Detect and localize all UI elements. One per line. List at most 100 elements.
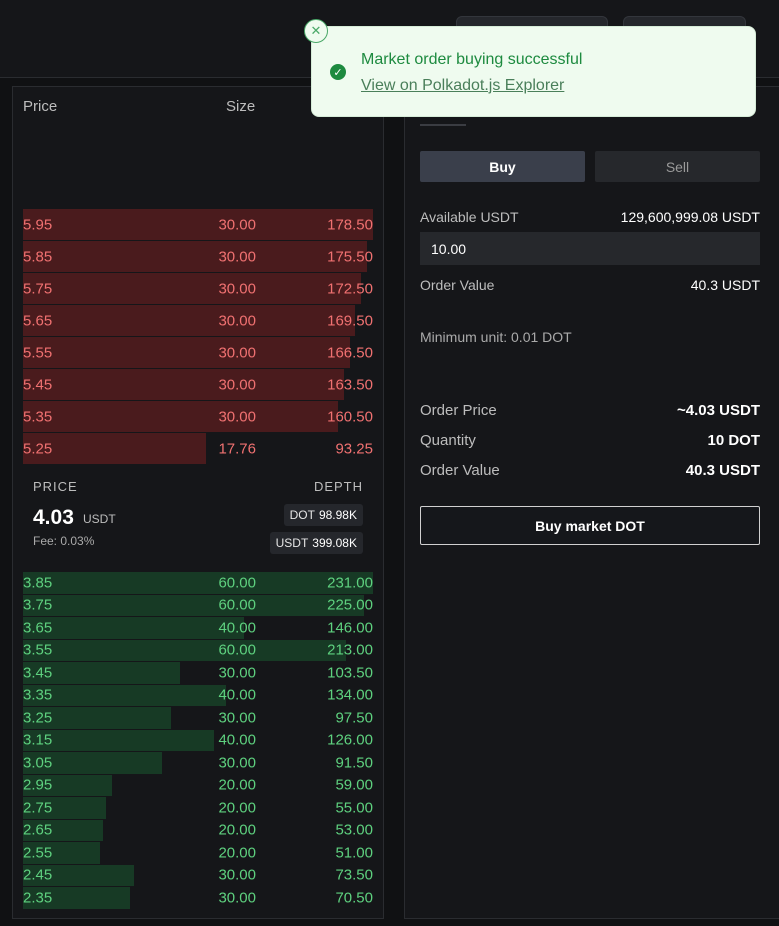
bid-price: 3.65	[23, 619, 53, 637]
bid-price: 2.65	[23, 821, 53, 839]
buy-market-button[interactable]: Buy market DOT	[420, 506, 760, 545]
bid-total: 225.00	[327, 596, 373, 614]
bid-price: 3.85	[23, 574, 53, 592]
bid-price: 2.45	[23, 866, 53, 884]
ask-row[interactable]: 5.65 30.00 169.50	[23, 305, 373, 336]
bid-total: 231.00	[327, 574, 373, 592]
bid-depth-bar	[23, 707, 171, 729]
ask-row[interactable]: 5.35 30.00 160.50	[23, 401, 373, 432]
bid-price: 2.35	[23, 889, 53, 907]
bid-total: 91.50	[335, 754, 373, 772]
bid-size: 30.00	[218, 866, 256, 884]
bid-total: 146.00	[327, 619, 373, 637]
check-circle-icon: ✓	[330, 64, 346, 80]
sell-tab-button[interactable]: Sell	[595, 151, 760, 182]
bid-size: 20.00	[218, 821, 256, 839]
bid-row[interactable]: 2.75 20.00 55.00	[23, 797, 373, 819]
bid-rows: 3.85 60.00 231.00 3.75 60.00 225.00 3.65 40.00 1…	[23, 572, 373, 910]
ask-depth-bar	[23, 433, 206, 464]
bid-row[interactable]: 3.25 30.00 97.50	[23, 707, 373, 729]
ask-price: 5.45	[23, 376, 53, 393]
ask-total: 175.50	[327, 248, 373, 265]
ask-depth-bar	[23, 337, 350, 368]
explorer-link[interactable]: View on Polkadot.js Explorer	[361, 77, 565, 94]
bid-row[interactable]: 3.55 60.00 213.00	[23, 639, 373, 661]
bid-price: 3.45	[23, 664, 53, 682]
minimum-unit-text: Minimum unit: 0.01 DOT	[420, 329, 572, 345]
bid-total: 126.00	[327, 731, 373, 749]
bid-price: 2.95	[23, 776, 53, 794]
bid-total: 51.00	[335, 844, 373, 862]
bid-row[interactable]: 2.35 30.00 70.50	[23, 887, 373, 909]
ask-price: 5.95	[23, 216, 53, 233]
ask-row[interactable]: 5.25 17.76 93.25	[23, 433, 373, 464]
ask-size: 30.00	[218, 408, 256, 425]
ask-size: 30.00	[218, 280, 256, 297]
bid-size: 60.00	[218, 574, 256, 592]
bid-depth-bar	[23, 617, 244, 639]
ask-price: 5.65	[23, 312, 53, 329]
bid-size: 40.00	[218, 686, 256, 704]
mid-price-value: 4.03	[33, 506, 74, 529]
mid-price-label: PRICE	[33, 479, 78, 494]
ask-row[interactable]: 5.45 30.00 163.50	[23, 369, 373, 400]
bid-price: 2.75	[23, 799, 53, 817]
bid-size: 40.00	[218, 731, 256, 749]
order-value-row: Order Value 40.3 USDT	[420, 277, 760, 293]
ask-depth-bar	[23, 305, 355, 336]
bid-depth-bar	[23, 729, 214, 751]
bid-row[interactable]: 3.75 60.00 225.00	[23, 594, 373, 616]
close-icon[interactable]: ✕	[304, 19, 328, 43]
ask-total: 172.50	[327, 280, 373, 297]
depth-dot-value: 98.98K	[318, 508, 357, 522]
bid-row[interactable]: 2.95 20.00 59.00	[23, 774, 373, 796]
ask-total: 163.50	[327, 376, 373, 393]
summary-order-value-row: Order Value 40.3 USDT	[420, 462, 760, 479]
ask-total: 166.50	[327, 344, 373, 361]
bid-size: 40.00	[218, 619, 256, 637]
ask-rows: 5.95 30.00 178.50 5.85 30.00 175.50 5.75 30.00 1…	[23, 209, 373, 465]
bid-row[interactable]: 3.85 60.00 231.00	[23, 572, 373, 594]
ask-total: 169.50	[327, 312, 373, 329]
bid-row[interactable]: 2.45 30.00 73.50	[23, 864, 373, 886]
ask-row[interactable]: 5.85 30.00 175.50	[23, 241, 373, 272]
ask-depth-bar	[23, 273, 361, 304]
ask-row[interactable]: 5.55 30.00 166.50	[23, 337, 373, 368]
bid-price: 3.35	[23, 686, 53, 704]
ask-row[interactable]: 5.75 30.00 172.50	[23, 273, 373, 304]
bid-row[interactable]: 3.05 30.00 91.50	[23, 752, 373, 774]
bid-size: 30.00	[218, 889, 256, 907]
bid-row[interactable]: 3.65 40.00 146.00	[23, 617, 373, 639]
bid-depth-bar	[23, 819, 103, 841]
toast-title: Market order buying successful	[361, 51, 583, 68]
bid-size: 60.00	[218, 641, 256, 659]
bid-depth-bar	[23, 594, 364, 616]
bid-total: 53.00	[335, 821, 373, 839]
ask-price: 5.75	[23, 280, 53, 297]
ask-price: 5.55	[23, 344, 53, 361]
ask-row[interactable]: 5.95 30.00 178.50	[23, 209, 373, 240]
ask-price: 5.35	[23, 408, 53, 425]
bid-total: 55.00	[335, 799, 373, 817]
bid-row[interactable]: 3.15 40.00 126.00	[23, 729, 373, 751]
summary-quantity-value: 10 DOT	[707, 432, 760, 449]
ask-price: 5.85	[23, 248, 53, 265]
bid-row[interactable]: 2.55 20.00 51.00	[23, 842, 373, 864]
summary-order-value-label: Order Value	[420, 462, 500, 479]
price-column-header: Price	[23, 98, 58, 115]
bid-depth-bar	[23, 774, 112, 796]
bid-total: 213.00	[327, 641, 373, 659]
summary-order-price-value: ~4.03 USDT	[677, 402, 760, 419]
bid-total: 97.50	[335, 709, 373, 727]
bid-price: 3.55	[23, 641, 53, 659]
amount-input[interactable]	[420, 232, 760, 265]
bid-row[interactable]: 3.45 30.00 103.50	[23, 662, 373, 684]
ask-size: 30.00	[218, 376, 256, 393]
bid-row[interactable]: 2.65 20.00 53.00	[23, 819, 373, 841]
bid-depth-bar	[23, 572, 373, 594]
bid-price: 3.75	[23, 596, 53, 614]
ask-total: 178.50	[327, 216, 373, 233]
bid-row[interactable]: 3.35 40.00 134.00	[23, 684, 373, 706]
buy-tab-button[interactable]: Buy	[420, 151, 585, 182]
summary-quantity-row: Quantity 10 DOT	[420, 432, 760, 449]
